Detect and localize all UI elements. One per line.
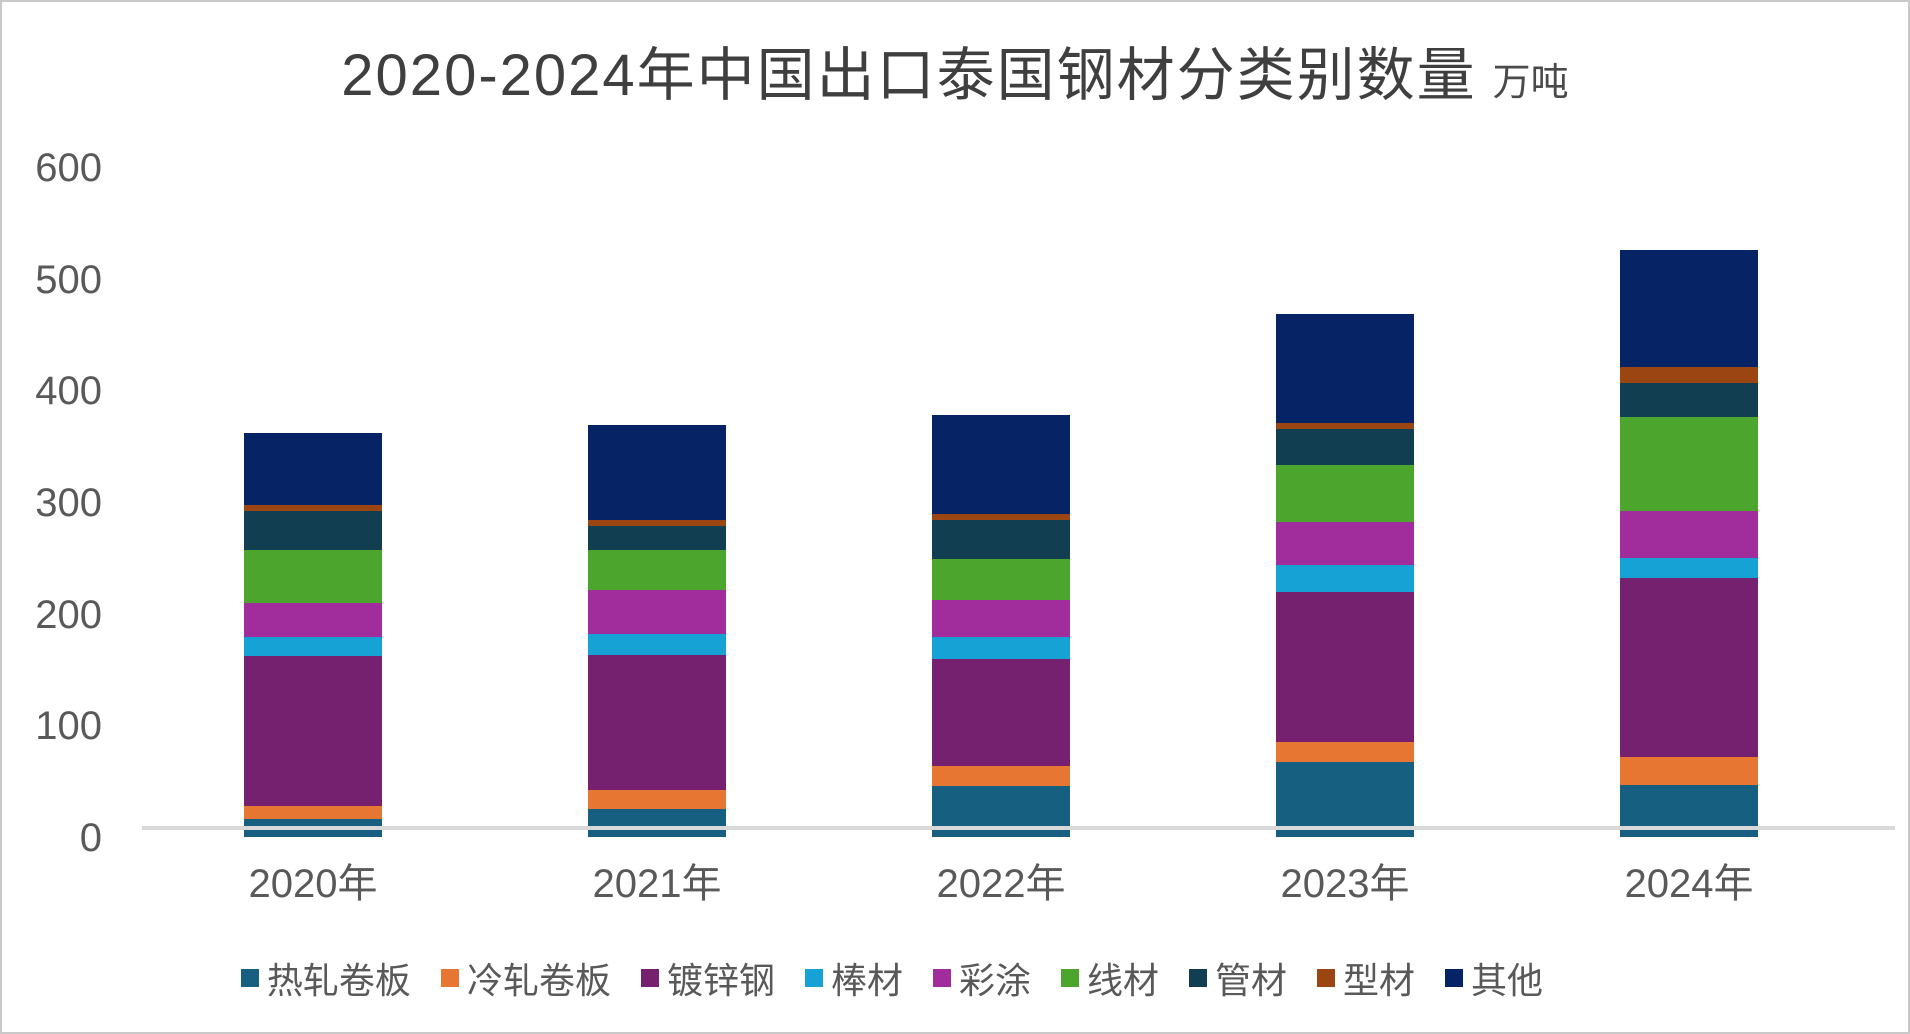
bar-segment-冷轧卷板 bbox=[244, 805, 382, 820]
legend-swatch-icon bbox=[932, 969, 951, 987]
bar-segment-热轧卷板 bbox=[1276, 762, 1414, 837]
bar-2022年 bbox=[932, 414, 1070, 837]
bar-segment-其他 bbox=[932, 414, 1070, 515]
bar-segment-彩涂 bbox=[1276, 522, 1414, 565]
legend-swatch-icon bbox=[1189, 969, 1208, 987]
bar-segment-管材 bbox=[588, 525, 726, 551]
bar-segment-冷轧卷板 bbox=[1276, 742, 1414, 763]
x-axis-baseline bbox=[142, 826, 1895, 830]
legend-swatch-icon bbox=[240, 969, 259, 987]
bar-segment-棒材 bbox=[932, 637, 1070, 660]
bar-segment-型材 bbox=[244, 505, 382, 511]
y-axis-label: 500 bbox=[35, 257, 102, 302]
bar-segment-彩涂 bbox=[244, 602, 382, 638]
bar-2021年 bbox=[588, 425, 726, 837]
x-axis-label: 2020年 bbox=[248, 862, 378, 906]
bar-segment-管材 bbox=[932, 519, 1070, 559]
legend-item-冷轧卷板: 冷轧卷板 bbox=[440, 952, 611, 1004]
bar-2020年 bbox=[244, 432, 382, 837]
legend-label: 热轧卷板 bbox=[266, 960, 411, 1001]
legend-label: 型材 bbox=[1343, 960, 1416, 1001]
legend-item-型材: 型材 bbox=[1317, 952, 1415, 1004]
y-axis-label: 100 bbox=[35, 704, 102, 749]
bar-segment-型材 bbox=[932, 514, 1070, 520]
legend-label: 镀锌钢 bbox=[666, 960, 775, 1001]
bar-segment-线材 bbox=[1620, 417, 1758, 511]
legend-swatch-icon bbox=[1317, 969, 1336, 987]
y-axis-label: 400 bbox=[35, 369, 102, 414]
x-axis-label: 2022年 bbox=[936, 862, 1066, 906]
bar-segment-棒材 bbox=[1276, 564, 1414, 593]
legend-item-彩涂: 彩涂 bbox=[932, 952, 1031, 1004]
bar-segment-其他 bbox=[1620, 249, 1758, 367]
y-axis-label: 200 bbox=[35, 592, 102, 637]
legend-label: 线材 bbox=[1087, 960, 1160, 1001]
bar-segment-其他 bbox=[1276, 314, 1414, 423]
legend-label: 彩涂 bbox=[958, 960, 1031, 1001]
bar-2023年 bbox=[1276, 314, 1414, 837]
bar-segment-冷轧卷板 bbox=[588, 790, 726, 810]
legend-item-管材: 管材 bbox=[1189, 952, 1287, 1004]
bar-segment-其他 bbox=[588, 425, 726, 520]
legend-item-其他: 其他 bbox=[1445, 952, 1543, 1004]
bar-segment-彩涂 bbox=[932, 600, 1070, 638]
legend-swatch-icon bbox=[804, 969, 823, 987]
bar-segment-彩涂 bbox=[588, 590, 726, 634]
bar-segment-线材 bbox=[1276, 465, 1414, 523]
legend-item-线材: 线材 bbox=[1061, 952, 1159, 1004]
legend-item-热轧卷板: 热轧卷板 bbox=[240, 952, 411, 1004]
legend-item-镀锌钢: 镀锌钢 bbox=[640, 952, 775, 1004]
bar-segment-镀锌钢 bbox=[588, 655, 726, 791]
y-axis-label: 600 bbox=[35, 145, 102, 190]
legend-swatch-icon bbox=[1445, 969, 1464, 987]
bar-segment-其他 bbox=[244, 432, 382, 506]
bar-segment-型材 bbox=[1620, 366, 1758, 383]
legend: 热轧卷板 冷轧卷板 镀锌钢 棒材 彩涂 线材 管材 型材 其他 bbox=[2, 952, 1908, 1004]
legend-swatch-icon bbox=[440, 969, 459, 987]
y-axis-label: 300 bbox=[35, 480, 102, 525]
bar-segment-棒材 bbox=[588, 633, 726, 656]
bar-segment-线材 bbox=[588, 550, 726, 591]
legend-item-棒材: 棒材 bbox=[804, 952, 903, 1004]
bar-segment-冷轧卷板 bbox=[1620, 756, 1758, 785]
bar-segment-镀锌钢 bbox=[932, 659, 1070, 766]
bar-segment-冷轧卷板 bbox=[932, 765, 1070, 786]
chart-title-unit: 万吨 bbox=[1492, 62, 1569, 104]
bar-segment-管材 bbox=[244, 511, 382, 551]
x-axis-label: 2023年 bbox=[1280, 862, 1410, 906]
bar-segment-镀锌钢 bbox=[244, 656, 382, 806]
bar-segment-型材 bbox=[1276, 422, 1414, 430]
bar-segment-棒材 bbox=[244, 637, 382, 657]
bar-segment-镀锌钢 bbox=[1276, 592, 1414, 743]
bar-segment-棒材 bbox=[1620, 557, 1758, 578]
x-axis-label: 2021年 bbox=[592, 862, 722, 906]
bar-segment-线材 bbox=[244, 550, 382, 603]
bar-segment-型材 bbox=[588, 519, 726, 526]
bar-segment-镀锌钢 bbox=[1620, 577, 1758, 757]
x-axis-label: 2024年 bbox=[1624, 862, 1754, 906]
chart-title-text: 2020-2024年中国出口泰国钢材分类别数量 bbox=[341, 43, 1477, 108]
bar-segment-热轧卷板 bbox=[588, 809, 726, 837]
bar-segment-管材 bbox=[1620, 382, 1758, 418]
bar-segment-线材 bbox=[932, 558, 1070, 601]
bar-2024年 bbox=[1620, 249, 1758, 837]
legend-label: 冷轧卷板 bbox=[466, 960, 611, 1001]
bar-segment-管材 bbox=[1276, 429, 1414, 466]
bar-segment-彩涂 bbox=[1620, 510, 1758, 558]
y-axis-label: 0 bbox=[79, 816, 102, 860]
legend-label: 管材 bbox=[1215, 960, 1288, 1001]
legend-swatch-icon bbox=[640, 969, 659, 987]
legend-swatch-icon bbox=[1061, 969, 1079, 987]
chart-title: 2020-2024年中国出口泰国钢材分类别数量 万吨 bbox=[2, 28, 1908, 112]
legend-label: 棒材 bbox=[830, 960, 903, 1001]
legend-label: 其他 bbox=[1471, 960, 1544, 1001]
